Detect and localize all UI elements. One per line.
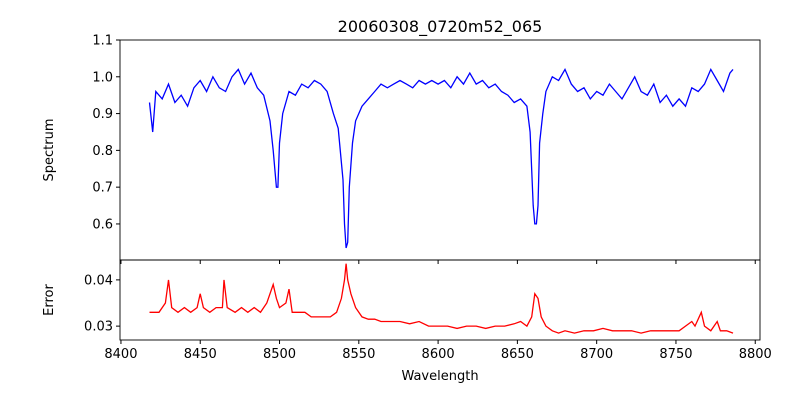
x-tick-label: 8800 xyxy=(739,347,772,362)
error-panel: 0.03 0.04 8400 8450 8500 8550 8600 8650 8700 8750… xyxy=(84,259,772,362)
y-tick-label: 0.8 xyxy=(92,144,113,159)
x-tick-label: 8400 xyxy=(104,347,137,362)
x-tick-label: 8500 xyxy=(263,347,296,362)
y-tick-label: 0.03 xyxy=(84,320,113,335)
x-tick-label: 8650 xyxy=(501,347,534,362)
x-tick-label: 8450 xyxy=(184,347,217,362)
data-line xyxy=(148,67,734,249)
chart-title: 20060308_0720m52_065 xyxy=(338,17,543,37)
y-tick-label: 0.04 xyxy=(84,273,113,288)
y-tick-label: 0.7 xyxy=(92,181,113,196)
x-tick-label: 8700 xyxy=(580,347,613,362)
data-line xyxy=(149,263,734,334)
y-tick-label: 0.6 xyxy=(92,217,113,232)
axes-frame xyxy=(119,259,761,341)
spectrum-panel: 0.6 0.7 0.8 0.9 1.0 1.1 xyxy=(92,34,761,264)
y-axis-label-error: Error xyxy=(42,284,57,316)
x-tick-label: 8600 xyxy=(422,347,455,362)
x-axis-label: Wavelength xyxy=(401,369,478,384)
axes-frame xyxy=(119,39,761,261)
x-tick-label: 8550 xyxy=(342,347,375,362)
y-tick-label: 0.9 xyxy=(92,107,113,122)
y-tick-label: 1.1 xyxy=(92,34,113,49)
y-tick-label: 1.0 xyxy=(92,70,113,85)
x-tick-label: 8750 xyxy=(659,347,692,362)
y-axis-label-spectrum: Spectrum xyxy=(42,119,57,182)
